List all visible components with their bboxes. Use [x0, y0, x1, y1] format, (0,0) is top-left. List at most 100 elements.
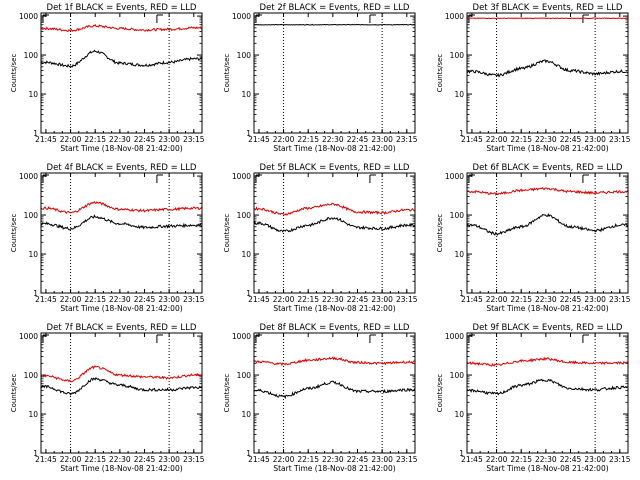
series-red-line: [467, 356, 628, 367]
x-tick-label: 23:00: [371, 455, 393, 464]
y-axis-label: Counts/sec: [436, 214, 444, 253]
x-tick-label: 23:00: [584, 455, 606, 464]
x-tick-label: 22:00: [60, 295, 82, 304]
y-tick-label: 1000: [445, 332, 464, 341]
y-tick-label: 10: [454, 90, 464, 99]
x-axis-label: Start Time (18-Nov-08 21:42:00): [273, 144, 395, 153]
y-axis-label: Counts/sec: [223, 374, 231, 413]
y-tick-label: 1000: [445, 172, 464, 181]
series-black-line: [467, 59, 628, 78]
x-tick-label: 22:45: [134, 455, 156, 464]
y-axis-label: Counts/sec: [10, 214, 18, 253]
y-tick-label: 1: [246, 289, 251, 298]
y-tick-label: 1: [246, 129, 251, 138]
x-tick-label: 22:45: [560, 135, 582, 144]
panel-title: Det 3f BLACK = Events, RED = LLD: [473, 3, 623, 13]
bracket-mark: [156, 14, 163, 23]
x-axis-label: Start Time (18-Nov-08 21:42:00): [273, 464, 395, 473]
x-tick-label: 21:45: [35, 135, 57, 144]
series-black-line: [254, 216, 415, 233]
y-tick-label: 1000: [445, 12, 464, 21]
x-tick-label: 22:00: [486, 135, 508, 144]
x-tick-label: 21:45: [248, 295, 270, 304]
x-tick-label: 23:00: [158, 135, 180, 144]
x-tick-label: 22:30: [535, 135, 557, 144]
x-tick-label: 22:45: [560, 455, 582, 464]
x-tick-label: 22:30: [535, 455, 557, 464]
y-tick-label: 10: [28, 90, 38, 99]
x-tick-label: 22:15: [510, 455, 532, 464]
panel-title: Det 9f BLACK = Events, RED = LLD: [473, 323, 623, 333]
bracket-mark: [156, 174, 163, 183]
x-tick-label: 21:45: [35, 295, 57, 304]
x-tick-label: 23:15: [396, 135, 418, 144]
y-tick-label: 100: [24, 371, 39, 380]
x-tick-label: 22:30: [322, 455, 344, 464]
series-black-line: [41, 49, 202, 68]
x-tick-label: 22:30: [322, 135, 344, 144]
series-black-line: [467, 213, 628, 236]
x-tick-label: 22:15: [297, 455, 319, 464]
panel-title: Det 1f BLACK = Events, RED = LLD: [47, 3, 197, 13]
bracket-mark: [369, 174, 376, 183]
x-axis-label: Start Time (18-Nov-08 21:42:00): [60, 144, 182, 153]
x-tick-label: 22:30: [535, 295, 557, 304]
plot-frame: [466, 12, 629, 134]
plot-frame: [466, 332, 629, 454]
y-tick-label: 100: [450, 371, 465, 380]
x-tick-label: 23:00: [158, 455, 180, 464]
y-tick-label: 10: [454, 250, 464, 259]
y-tick-label: 10: [241, 410, 251, 419]
plot-frame: [253, 12, 416, 134]
y-tick-label: 10: [241, 90, 251, 99]
y-tick-label: 1000: [19, 12, 38, 21]
plot-frame: [40, 12, 203, 134]
x-tick-label: 22:00: [486, 295, 508, 304]
series-black-line: [254, 380, 415, 400]
x-tick-label: 22:00: [273, 135, 295, 144]
plot-frame: [253, 332, 416, 454]
x-axis-label: Start Time (18-Nov-08 21:42:00): [486, 304, 608, 313]
x-tick-label: 22:15: [84, 455, 106, 464]
series-black-line: [41, 214, 202, 231]
x-tick-label: 23:15: [609, 295, 631, 304]
bracket-mark: [156, 334, 163, 343]
y-axis-label: Counts/sec: [436, 374, 444, 413]
x-tick-label: 22:15: [510, 295, 532, 304]
y-tick-label: 1: [33, 129, 38, 138]
x-tick-label: 21:45: [248, 135, 270, 144]
bracket-mark: [582, 174, 589, 183]
y-tick-label: 1: [459, 289, 464, 298]
y-tick-label: 100: [450, 211, 465, 220]
y-tick-label: 100: [24, 51, 39, 60]
y-tick-label: 1000: [232, 12, 251, 21]
series-black-line: [254, 23, 415, 26]
series-black-line: [467, 378, 628, 396]
y-tick-label: 1000: [19, 172, 38, 181]
x-tick-label: 21:45: [461, 455, 483, 464]
x-tick-label: 22:45: [347, 135, 369, 144]
x-tick-label: 22:00: [60, 455, 82, 464]
x-tick-label: 22:15: [510, 135, 532, 144]
x-tick-label: 22:00: [273, 455, 295, 464]
x-axis-label: Start Time (18-Nov-08 21:42:00): [486, 144, 608, 153]
panel-title: Det 2f BLACK = Events, RED = LLD: [260, 3, 410, 13]
y-tick-label: 1000: [232, 172, 251, 181]
x-tick-label: 23:15: [183, 455, 205, 464]
panel-1: Det 1f BLACK = Events, RED = LLD 21:45 22:…: [10, 3, 205, 153]
panel-title: Det 8f BLACK = Events, RED = LLD: [260, 323, 410, 333]
x-tick-label: 22:45: [134, 135, 156, 144]
series-red-line: [41, 23, 202, 33]
x-tick-label: 22:45: [347, 295, 369, 304]
x-tick-label: 23:15: [609, 455, 631, 464]
x-tick-label: 23:15: [609, 135, 631, 144]
x-tick-label: 22:15: [297, 295, 319, 304]
x-tick-label: 23:00: [371, 135, 393, 144]
